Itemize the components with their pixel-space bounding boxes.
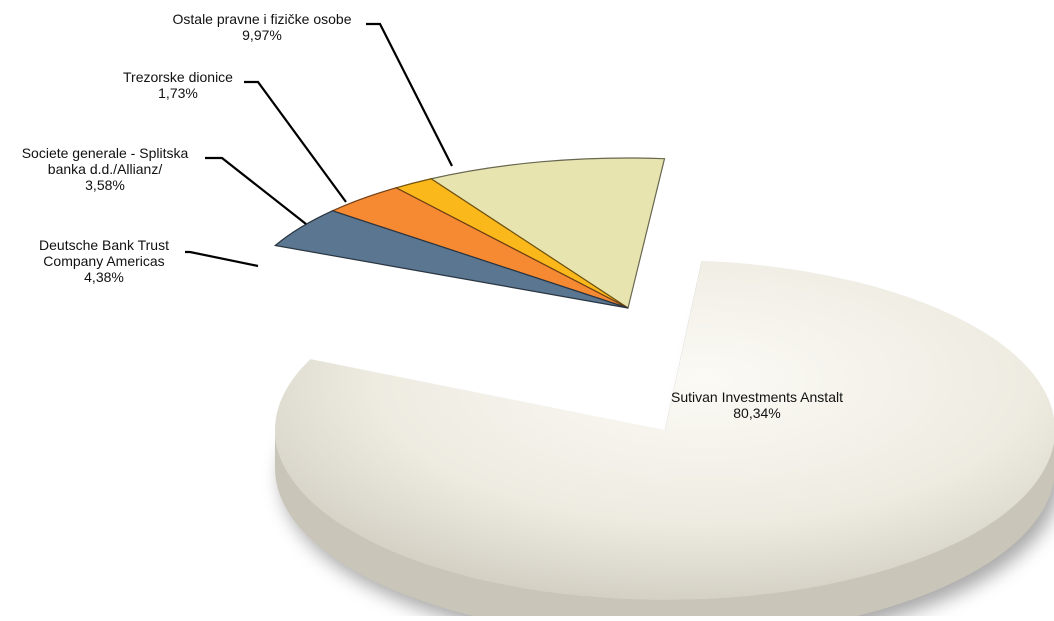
slice-category-label: Societe generale - Splitska <box>22 145 189 161</box>
slice-value-label: 80,34% <box>733 405 780 421</box>
pie-slice <box>273 210 629 309</box>
slice-category-label: Sutivan Investments Anstalt <box>671 389 843 405</box>
slice-value-label: 3,58% <box>85 177 125 193</box>
pie-slice <box>429 157 666 309</box>
slice-category-label: Company Americas <box>43 253 164 269</box>
leader-line <box>205 156 307 225</box>
slice-category-label: Deutsche Bank Trust <box>39 237 169 253</box>
leader-line <box>185 250 259 268</box>
slice-value-label: 9,97% <box>242 27 282 43</box>
leader-line <box>244 80 347 203</box>
slice-category-label: banka d.d./Allianz/ <box>48 161 163 177</box>
slice-value-label: 1,73% <box>158 85 198 101</box>
slice-category-label: Ostale pravne i fizičke osobe <box>173 11 352 27</box>
slice-category-label: Trezorske dionice <box>123 69 233 85</box>
pie-slice <box>275 260 1054 600</box>
slice-value-label: 4,38% <box>84 269 124 285</box>
leader-line <box>366 22 453 167</box>
slice-tops <box>273 157 1054 621</box>
